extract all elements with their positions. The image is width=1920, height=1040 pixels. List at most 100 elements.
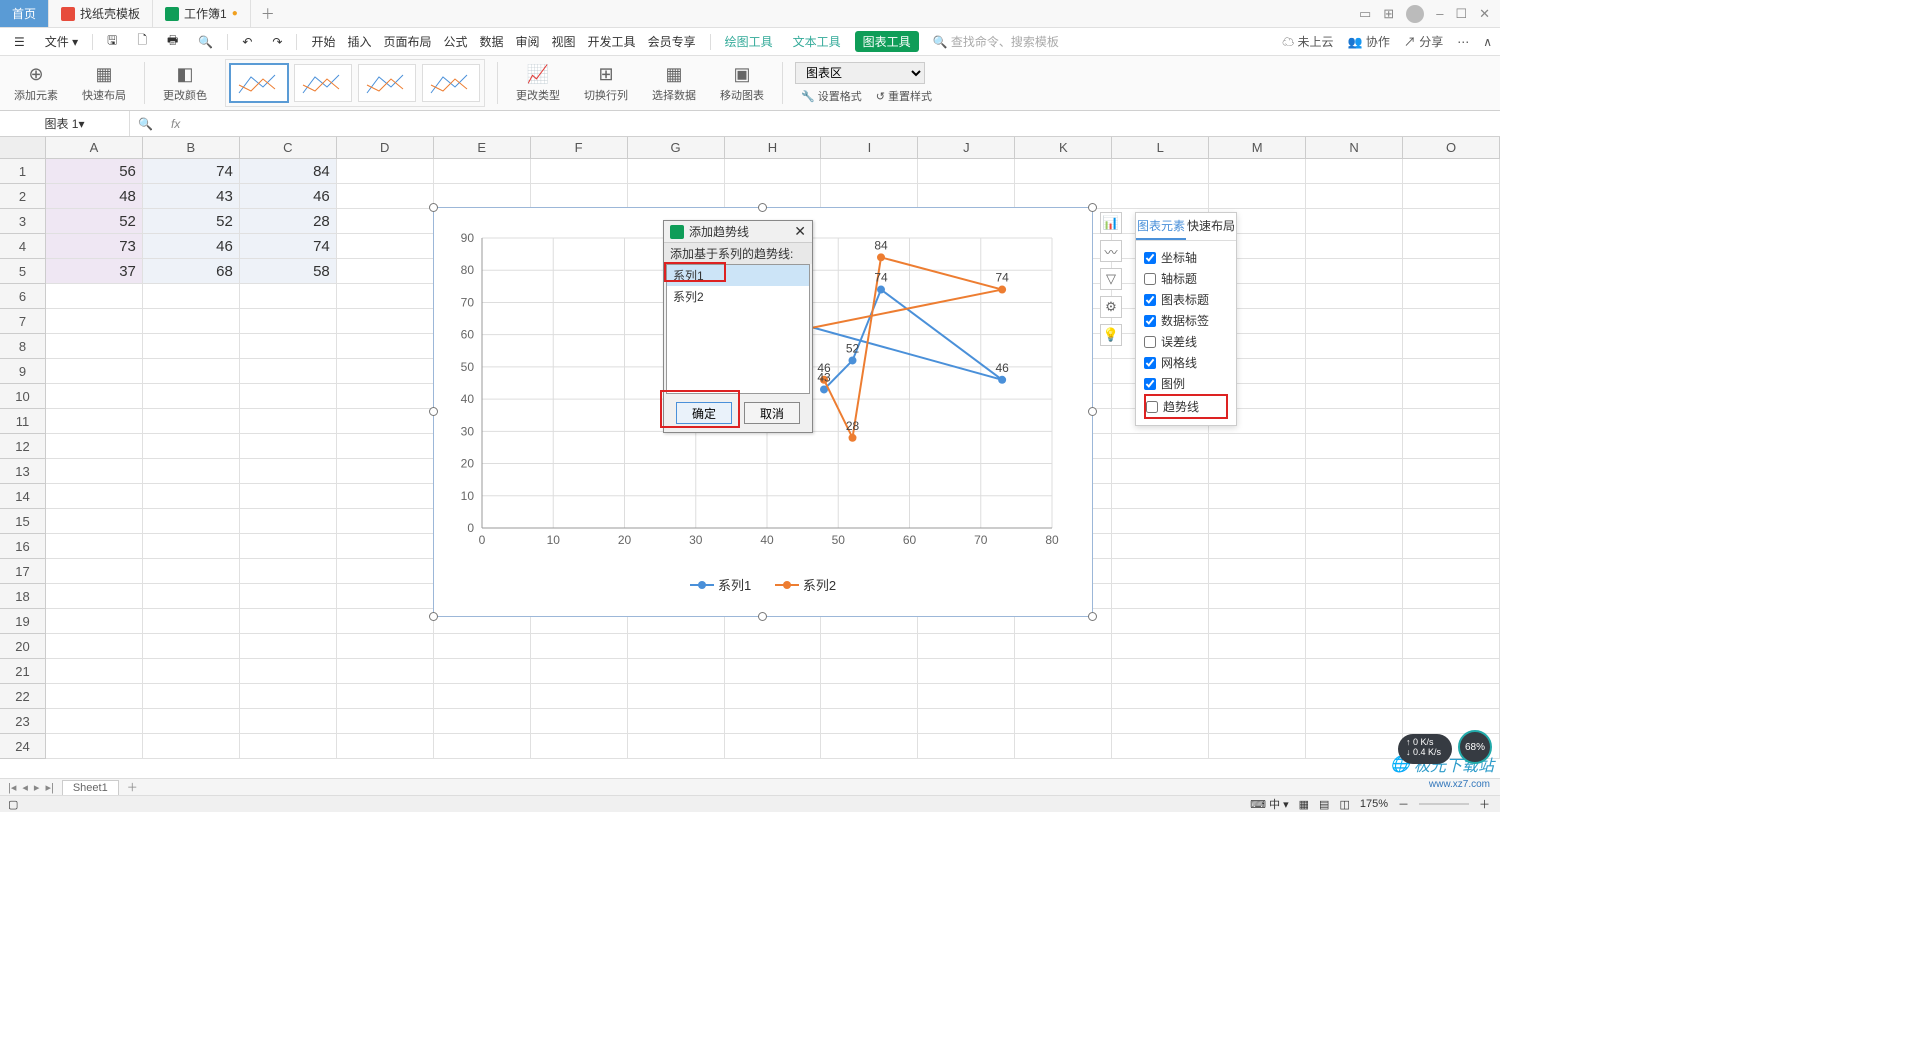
cell[interactable] [918, 684, 1015, 709]
cell[interactable] [1306, 284, 1403, 309]
menu-item[interactable]: 会员专享 [642, 33, 702, 51]
opt-row[interactable]: 轴标题 [1144, 268, 1228, 289]
more-icon[interactable]: ⋯ [1457, 35, 1469, 49]
opt-checkbox[interactable] [1144, 378, 1156, 390]
cell[interactable] [1306, 459, 1403, 484]
row-header[interactable]: 14 [0, 484, 46, 509]
opt-checkbox[interactable] [1144, 315, 1156, 327]
cell[interactable] [434, 684, 531, 709]
list-item[interactable]: 系列1 [667, 265, 809, 286]
cell[interactable] [1112, 559, 1209, 584]
cell[interactable] [46, 684, 143, 709]
opt-row[interactable]: 误差线 [1144, 331, 1228, 352]
cell[interactable] [143, 734, 240, 759]
col-header[interactable]: I [821, 137, 918, 159]
col-header[interactable]: J [918, 137, 1015, 159]
cell[interactable] [240, 509, 337, 534]
view-normal-icon[interactable]: ▦ [1299, 798, 1309, 811]
cell[interactable] [143, 409, 240, 434]
cell[interactable] [725, 659, 822, 684]
cell[interactable] [1209, 659, 1306, 684]
cell[interactable] [1403, 684, 1500, 709]
zoom-out-icon[interactable]: － [1398, 796, 1409, 812]
cell[interactable] [531, 734, 628, 759]
cell[interactable] [337, 609, 434, 634]
cell[interactable] [1112, 734, 1209, 759]
cell[interactable] [1112, 684, 1209, 709]
cell[interactable] [1306, 659, 1403, 684]
row-header[interactable]: 12 [0, 434, 46, 459]
cell[interactable] [240, 409, 337, 434]
cell[interactable]: 28 [240, 209, 337, 234]
row-header[interactable]: 5 [0, 259, 46, 284]
cell[interactable] [1306, 234, 1403, 259]
cell[interactable] [1403, 409, 1500, 434]
cell[interactable]: 73 [46, 234, 143, 259]
cell[interactable] [46, 459, 143, 484]
cell[interactable] [628, 684, 725, 709]
cell[interactable] [337, 309, 434, 334]
cell[interactable] [337, 509, 434, 534]
row-header[interactable]: 7 [0, 309, 46, 334]
cell[interactable] [46, 659, 143, 684]
opts-tab-elements[interactable]: 图表元素 [1136, 213, 1186, 240]
col-header[interactable]: O [1403, 137, 1500, 159]
cell[interactable] [628, 734, 725, 759]
cell[interactable] [918, 709, 1015, 734]
tab-add[interactable]: ＋ [251, 0, 285, 27]
side-tool[interactable]: ▽ [1100, 268, 1122, 290]
tab-home[interactable]: 首页 [0, 0, 49, 27]
opt-checkbox[interactable] [1144, 336, 1156, 348]
undo-icon[interactable]: ↶ [236, 33, 258, 51]
col-header[interactable]: C [240, 137, 337, 159]
cell[interactable] [628, 159, 725, 184]
cell[interactable] [1209, 734, 1306, 759]
cell[interactable] [1306, 209, 1403, 234]
cell[interactable] [1306, 309, 1403, 334]
cell[interactable]: 74 [240, 234, 337, 259]
menu-item[interactable]: 视图 [546, 33, 582, 51]
change-color[interactable]: ◧更改颜色 [157, 64, 213, 103]
avatar[interactable] [1406, 5, 1424, 23]
cell[interactable] [434, 184, 531, 209]
cell[interactable] [725, 634, 822, 659]
cell[interactable] [1015, 159, 1112, 184]
cell[interactable] [143, 559, 240, 584]
col-header[interactable]: K [1015, 137, 1112, 159]
cell[interactable] [46, 484, 143, 509]
cell[interactable] [337, 184, 434, 209]
preview-icon[interactable]: 🔍 [192, 33, 219, 51]
cell[interactable] [918, 159, 1015, 184]
grid-icon[interactable]: ⊞ [1383, 6, 1394, 22]
close-icon[interactable]: ✕ [1479, 6, 1490, 22]
cell[interactable] [628, 634, 725, 659]
cell[interactable] [628, 709, 725, 734]
cell[interactable] [143, 434, 240, 459]
cell[interactable] [337, 659, 434, 684]
cell[interactable] [821, 184, 918, 209]
cell[interactable] [1306, 359, 1403, 384]
select-data[interactable]: ▦选择数据 [646, 64, 702, 103]
row-header[interactable]: 9 [0, 359, 46, 384]
cell[interactable] [1306, 434, 1403, 459]
cancel-button[interactable]: 取消 [744, 402, 800, 424]
row-header[interactable]: 13 [0, 459, 46, 484]
opt-row[interactable]: 图表标题 [1144, 289, 1228, 310]
opt-row[interactable]: 网格线 [1144, 352, 1228, 373]
cell[interactable] [240, 684, 337, 709]
cell[interactable] [1403, 384, 1500, 409]
row-header[interactable]: 11 [0, 409, 46, 434]
opt-row[interactable]: 坐标轴 [1144, 247, 1228, 268]
cell[interactable] [1209, 584, 1306, 609]
cell[interactable] [1209, 159, 1306, 184]
cell[interactable] [1403, 309, 1500, 334]
cell[interactable] [143, 659, 240, 684]
cell[interactable]: 52 [143, 209, 240, 234]
cell[interactable] [531, 159, 628, 184]
chart-style-3[interactable] [358, 64, 416, 102]
cell[interactable] [1209, 709, 1306, 734]
cell[interactable] [1403, 334, 1500, 359]
cell[interactable] [1403, 584, 1500, 609]
menu-item[interactable]: 插入 [341, 33, 377, 51]
row-header[interactable]: 6 [0, 284, 46, 309]
